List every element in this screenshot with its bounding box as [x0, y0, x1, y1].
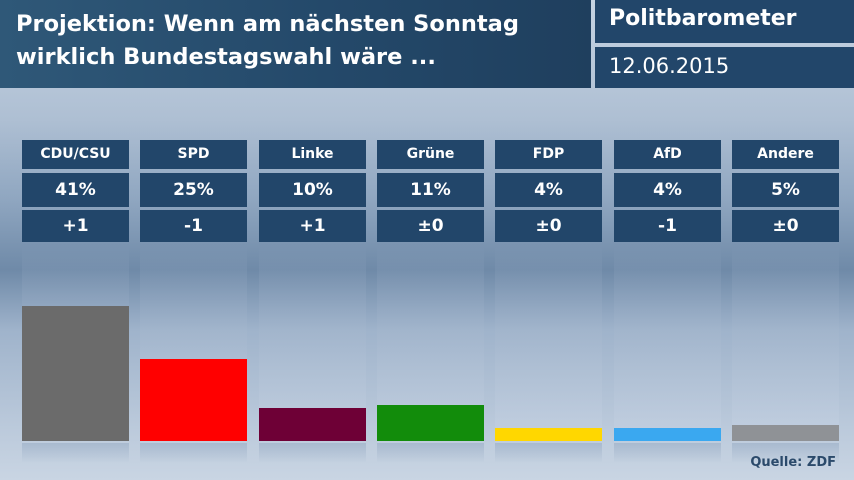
party-name-label: CDU/CSU [22, 140, 129, 169]
party-percent-label: 4% [495, 173, 602, 207]
chart-title-line-1: Projektion: Wenn am nächsten Sonntag [16, 8, 591, 41]
bar-track [140, 244, 247, 441]
bar-fdp [495, 428, 602, 441]
party-percent-label: 25% [140, 173, 247, 207]
bar-grüne [377, 405, 484, 441]
party-percent-label: 10% [259, 173, 366, 207]
bar-track [495, 244, 602, 441]
party-change-label: -1 [614, 210, 721, 242]
party-change-label: +1 [22, 210, 129, 242]
bar-reflection [22, 443, 129, 463]
bar-track [377, 244, 484, 441]
party-name-label: AfD [614, 140, 721, 169]
party-change-label: ±0 [495, 210, 602, 242]
party-change-label: ±0 [732, 210, 839, 242]
party-percent-label: 41% [22, 173, 129, 207]
chart-title-panel: Projektion: Wenn am nächsten Sonntag wir… [0, 0, 591, 88]
party-percent-label: 4% [614, 173, 721, 207]
bar-reflection [614, 443, 721, 463]
bar-spd [140, 359, 247, 441]
party-name-label: SPD [140, 140, 247, 169]
party-change-label: -1 [140, 210, 247, 242]
bar-afd [614, 428, 721, 441]
source-label: Quelle: ZDF [750, 455, 836, 470]
bar-andere [732, 425, 839, 441]
party-percent-label: 11% [377, 173, 484, 207]
party-name-label: Grüne [377, 140, 484, 169]
bar-reflection [495, 443, 602, 463]
bar-track [259, 244, 366, 441]
chart-title-line-2: wirklich Bundestagswahl wäre ... [16, 41, 591, 74]
party-name-label: Andere [732, 140, 839, 169]
bar-track [614, 244, 721, 441]
party-name-label: Linke [259, 140, 366, 169]
bar-reflection [377, 443, 484, 463]
party-percent-label: 5% [732, 173, 839, 207]
header-info-panel: Politbarometer 12.06.2015 [595, 0, 854, 88]
party-change-label: ±0 [377, 210, 484, 242]
bar-track [732, 244, 839, 441]
brand-label: Politbarometer [595, 0, 854, 43]
date-label: 12.06.2015 [595, 47, 854, 88]
party-name-label: FDP [495, 140, 602, 169]
bar-cdu-csu [22, 306, 129, 441]
party-change-label: +1 [259, 210, 366, 242]
bar-reflection [140, 443, 247, 463]
bar-track [22, 244, 129, 441]
bar-reflection [259, 443, 366, 463]
bar-linke [259, 408, 366, 441]
